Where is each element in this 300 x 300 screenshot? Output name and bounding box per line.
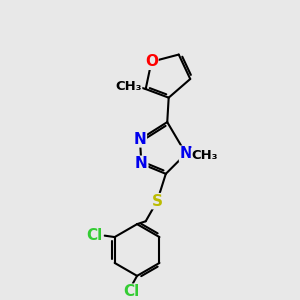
Text: Cl: Cl <box>86 228 103 243</box>
Text: N: N <box>134 132 146 147</box>
Text: S: S <box>152 194 163 208</box>
Text: Cl: Cl <box>123 284 140 299</box>
Text: N: N <box>180 146 192 161</box>
Text: N: N <box>135 156 148 171</box>
Text: O: O <box>145 54 158 69</box>
Text: CH₃: CH₃ <box>191 149 218 162</box>
Text: CH₃: CH₃ <box>115 80 142 93</box>
